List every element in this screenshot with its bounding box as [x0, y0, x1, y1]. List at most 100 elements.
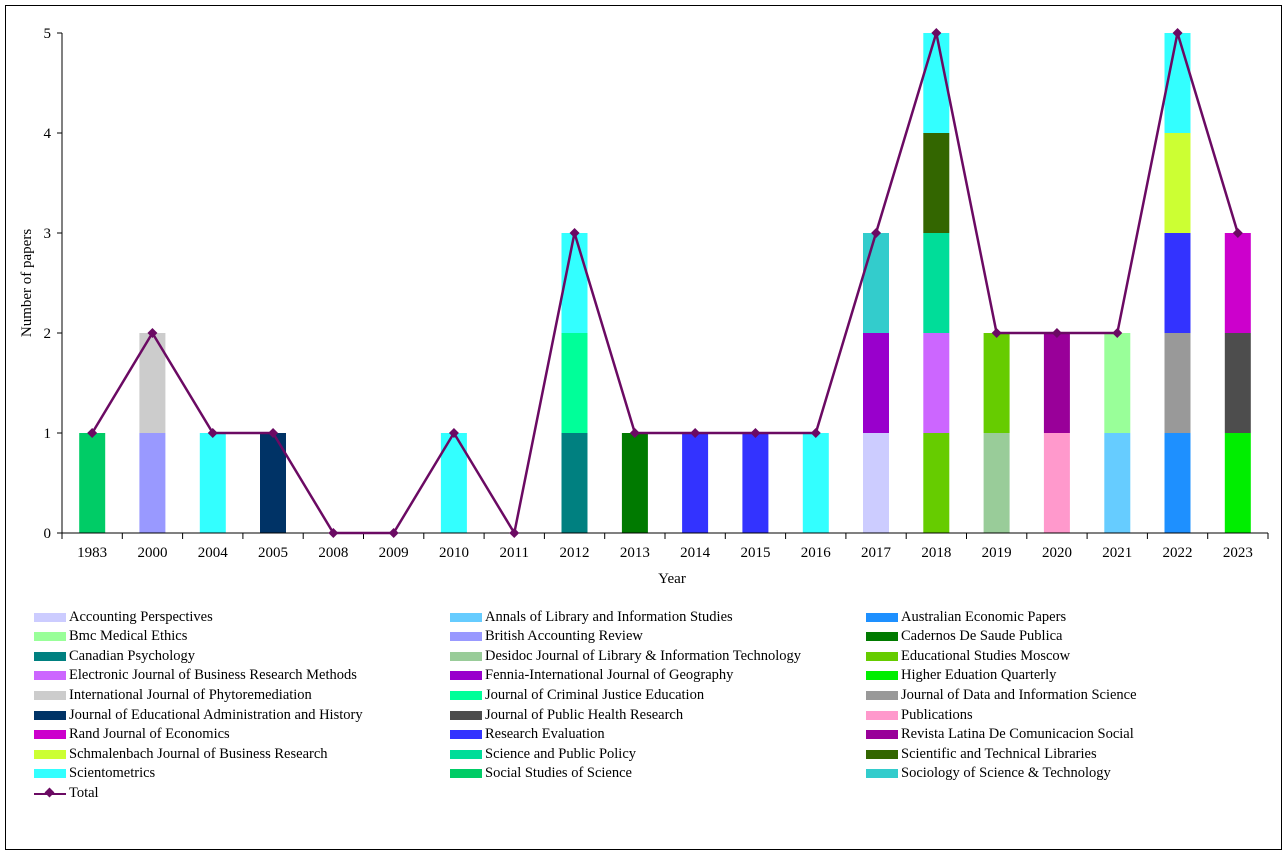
x-tick-label: 2000: [137, 545, 167, 561]
bar-segment: [1224, 233, 1251, 333]
x-tick-label: 2022: [1163, 545, 1193, 561]
legend-swatch: [866, 749, 898, 759]
y-tick-label: 5: [44, 26, 52, 42]
legend-swatch: [866, 671, 898, 681]
bar-segment: [983, 333, 1010, 433]
total-marker: [207, 428, 218, 438]
legend-label: Scientometrics: [69, 765, 156, 782]
legend-item: Rand Journal of Economics: [34, 725, 230, 745]
legend-swatch: [34, 671, 66, 681]
total-marker: [1112, 328, 1123, 338]
bar-segment: [1164, 133, 1191, 233]
legend-item: Revista Latina De Comunicacion Social: [866, 725, 1134, 745]
legend-label: Publications: [901, 706, 973, 723]
bar-segment: [1043, 333, 1070, 433]
legend-label: Canadian Psychology: [69, 647, 196, 664]
legend-item: Canadian Psychology: [34, 646, 195, 666]
legend-item: British Accounting Review: [450, 627, 643, 647]
legend-item: Sociology of Science & Technology: [866, 764, 1111, 784]
bar-segment: [742, 433, 769, 533]
y-tick-label: 3: [44, 226, 52, 242]
legend-swatch: [450, 769, 482, 779]
legend-item: Cadernos De Saude Publica: [866, 627, 1062, 647]
x-tick-label: 2013: [620, 545, 650, 561]
x-tick-label: 2020: [1042, 545, 1072, 561]
legend-item: Electronic Journal of Business Research …: [34, 666, 357, 686]
legend-swatch: [866, 710, 898, 720]
total-marker: [509, 528, 520, 538]
bar-segment: [923, 333, 950, 433]
total-marker: [690, 428, 701, 438]
bar-segment: [923, 133, 950, 233]
legend-label: International Journal of Phytoremediatio…: [69, 686, 312, 703]
total-line-layer: [87, 28, 1243, 538]
legend-label: Total: [69, 784, 99, 801]
x-tick-label: 2016: [801, 545, 832, 561]
legend-item: Desidoc Journal of Library & Information…: [450, 646, 801, 666]
legend-item: Research Evaluation: [450, 725, 605, 745]
legend-swatch: [34, 749, 66, 759]
legend-swatch: [450, 651, 482, 661]
legend-swatch: [450, 612, 482, 622]
bar-segment: [1164, 333, 1191, 433]
bar-segment: [1164, 433, 1191, 533]
legend-label: Desidoc Journal of Library & Information…: [485, 647, 802, 664]
bar-segment: [199, 433, 226, 533]
x-tick-label: 2019: [982, 545, 1012, 561]
bar-segment: [561, 433, 588, 533]
y-tick-label: 1: [44, 426, 52, 442]
bar-segment: [79, 433, 106, 533]
bar-segment: [561, 233, 588, 333]
legend-label: Journal of Criminal Justice Education: [485, 686, 705, 703]
legend-item: Journal of Data and Information Science: [866, 685, 1137, 705]
legend-swatch: [34, 730, 66, 740]
x-tick-label: 2015: [740, 545, 770, 561]
bar-segment: [1224, 433, 1251, 533]
total-marker: [1172, 28, 1183, 38]
total-marker: [991, 328, 1002, 338]
legend-item: Higher Eduation Quarterly: [866, 666, 1056, 686]
x-tick-label: 2023: [1223, 545, 1253, 561]
legend-swatch: [866, 651, 898, 661]
legend-label: Bmc Medical Ethics: [69, 628, 188, 645]
bar-segment: [139, 433, 166, 533]
legend-swatch: [450, 749, 482, 759]
bar-segment: [863, 333, 889, 433]
bar-segment: [863, 433, 889, 533]
total-line: [91, 32, 1239, 537]
total-marker: [268, 428, 279, 438]
legend-item: International Journal of Phytoremediatio…: [34, 685, 312, 705]
legend-swatch: [866, 769, 898, 779]
bar-segment: [1043, 433, 1070, 533]
x-tick-label: 1983: [77, 545, 107, 561]
legend-label: Social Studies of Science: [485, 765, 632, 782]
legend-item: Publications: [866, 705, 973, 725]
legend-swatch: [450, 710, 482, 720]
legend-label: Higher Eduation Quarterly: [901, 667, 1057, 684]
legend-swatch: [450, 671, 482, 681]
legend-item: Journal of Educational Administration an…: [34, 705, 363, 725]
legend-line-marker-icon: [34, 789, 66, 798]
legend-label: Australian Economic Papers: [901, 608, 1067, 625]
y-tick-label: 4: [44, 126, 52, 142]
total-marker: [87, 428, 98, 438]
legend-label: Electronic Journal of Business Research …: [69, 667, 357, 684]
bar-segment: [802, 433, 829, 533]
x-tick-label: 2008: [318, 545, 348, 561]
y-tick-label: 0: [44, 526, 52, 542]
total-marker: [1051, 328, 1062, 338]
total-marker: [1232, 228, 1243, 238]
bar-segment: [983, 433, 1010, 533]
legend-swatch: [450, 730, 482, 740]
legend-label: Fennia-International Journal of Geograph…: [485, 667, 734, 684]
legend-swatch: [866, 690, 898, 700]
total-marker: [871, 228, 882, 238]
x-tick-label: 2004: [198, 545, 229, 561]
legend-item: Schmalenbach Journal of Business Researc…: [34, 744, 328, 764]
legend-label: Scientific and Technical Libraries: [901, 745, 1097, 762]
total-marker: [750, 428, 761, 438]
x-tick-label: 2011: [500, 545, 529, 561]
x-tick-label: 2010: [439, 545, 469, 561]
legend-item: Scientometrics: [34, 764, 155, 784]
y-axis-label: Number of papers: [19, 229, 35, 337]
